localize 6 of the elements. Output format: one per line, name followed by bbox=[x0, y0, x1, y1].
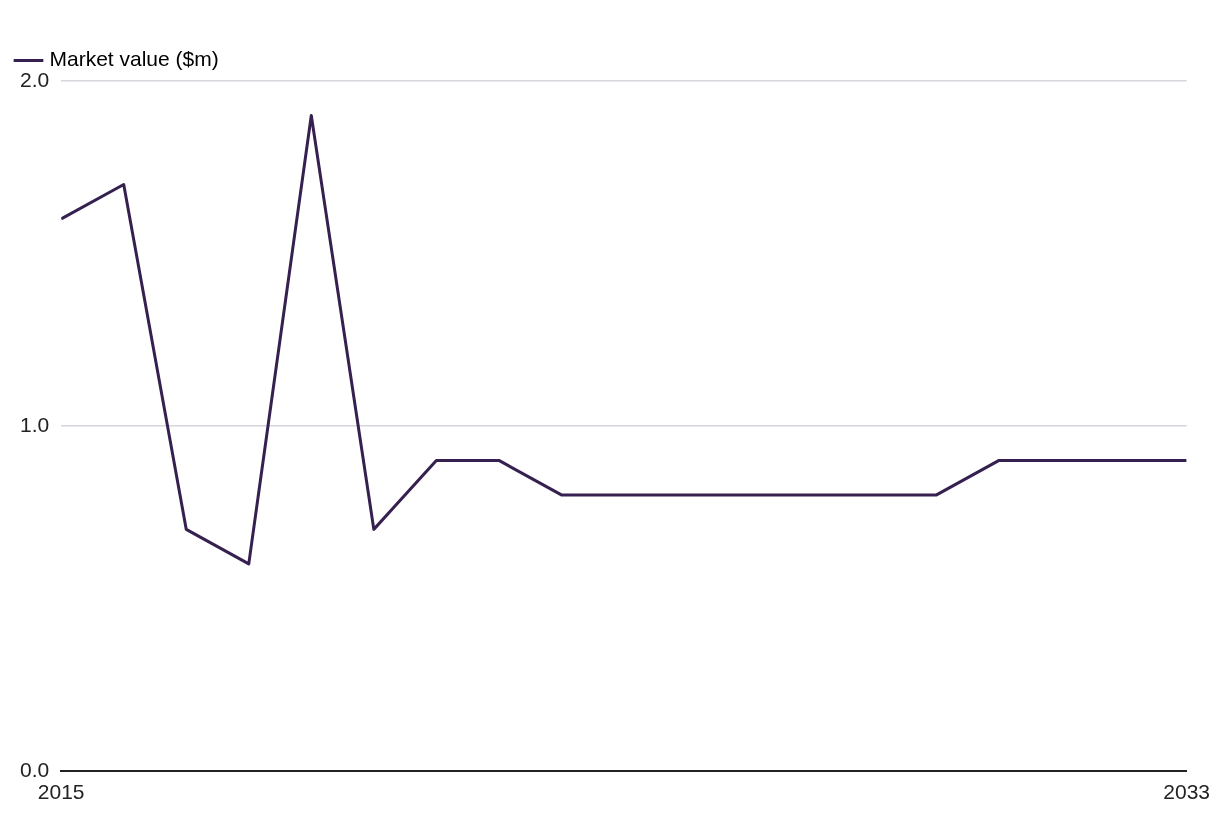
legend-label: Market value ($m) bbox=[49, 47, 219, 71]
y-tick-label: 2.0 bbox=[19, 67, 50, 91]
y-tick-label: 0.0 bbox=[19, 757, 50, 781]
x-tick-label: 2033 bbox=[1163, 780, 1210, 804]
y-tick-label: 1.0 bbox=[19, 412, 50, 436]
x-tick-label: 2015 bbox=[37, 780, 85, 804]
